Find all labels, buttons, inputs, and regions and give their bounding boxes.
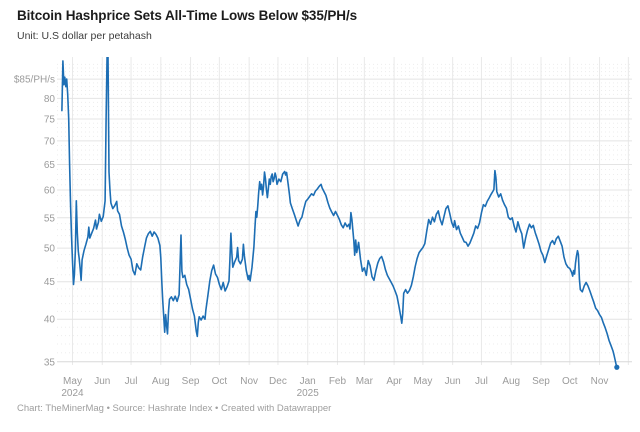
chart-footer: Chart: TheMinerMag • Source: Hashrate In…	[17, 403, 332, 414]
y-tick-label: 65	[44, 160, 56, 171]
last-point-dot	[614, 364, 620, 370]
hashprice-line	[61, 57, 618, 369]
x-tick-label: Apr	[386, 376, 402, 387]
chart-header: Bitcoin Hashprice Sets All-Time Lows Bel…	[17, 8, 630, 42]
x-tick-label: Oct	[212, 376, 228, 387]
x-tick-label: Nov	[591, 376, 609, 387]
x-tick-label: Sep	[532, 376, 550, 387]
y-tick-label: 75	[44, 114, 56, 125]
y-tick-label: 50	[44, 244, 56, 255]
x-tick-label: Jun	[94, 376, 110, 387]
y-tick-label: 40	[44, 315, 56, 326]
x-tick-label: Jul	[475, 376, 488, 387]
y-tick-label: 70	[44, 136, 56, 147]
y-tick-label: 80	[44, 94, 56, 105]
x-tick-label: Jan	[300, 376, 316, 387]
y-tick-label: $85/PH/s	[14, 75, 55, 86]
x-tick-label: Jul	[125, 376, 138, 387]
x-tick-label: Dec	[269, 376, 287, 387]
x-tick-label: Sep	[182, 376, 200, 387]
x-tick-label: Jun	[445, 376, 461, 387]
x-tick-label: Nov	[240, 376, 258, 387]
chart-subtitle: Unit: U.S dollar per petahash	[17, 30, 152, 42]
y-tick-label: 60	[44, 186, 56, 197]
y-tick-label: 45	[44, 277, 56, 288]
x-tick-label: May	[413, 376, 432, 387]
x-tick-year-label: 2025	[297, 388, 320, 399]
x-tick-label: Aug	[502, 376, 520, 387]
y-tick-label: 35	[44, 357, 56, 368]
x-tick-label: May	[63, 376, 82, 387]
y-tick-label: 55	[44, 213, 56, 224]
chart-title: Bitcoin Hashprice Sets All-Time Lows Bel…	[17, 8, 358, 23]
x-tick-label: Feb	[329, 376, 347, 387]
x-tick-year-label: 2024	[61, 388, 84, 399]
x-tick-label: Mar	[356, 376, 374, 387]
x-tick-label: Oct	[562, 376, 578, 387]
x-tick-label: Aug	[152, 376, 170, 387]
